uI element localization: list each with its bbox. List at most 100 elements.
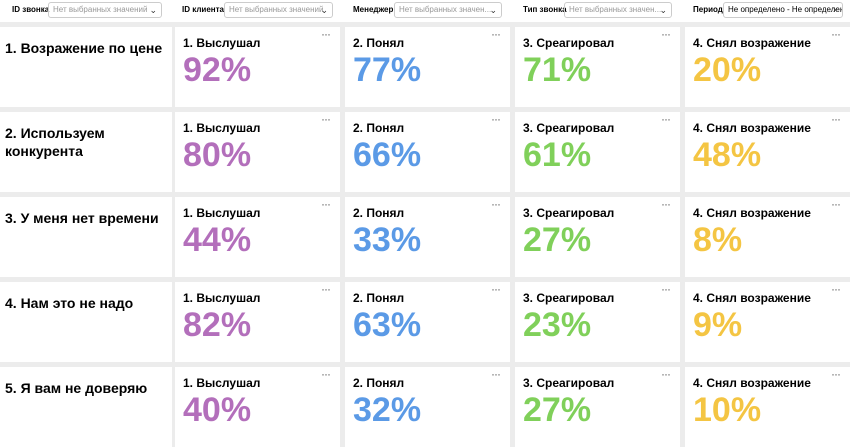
metric-card: 4. Снял возражение 8% ··· xyxy=(685,197,850,277)
filter-select[interactable]: Нет выбранных значений ⌄ xyxy=(224,2,333,18)
card-value: 71% xyxy=(523,51,592,89)
card-value: 33% xyxy=(353,221,422,259)
menu-icon[interactable]: ··· xyxy=(321,27,331,41)
chevron-icon[interactable]: ⌄ xyxy=(489,5,497,15)
chevron-icon[interactable]: ⌄ xyxy=(149,5,157,15)
menu-icon[interactable]: ··· xyxy=(831,112,841,126)
card-title: 3. Среагировал xyxy=(523,291,615,305)
metric-card: 3. Среагировал 71% ··· xyxy=(515,27,680,107)
card-value: 27% xyxy=(523,221,592,259)
filter-value: Не определено - Не определен xyxy=(728,5,843,14)
metric-card: 1. Выслушал 44% ··· xyxy=(175,197,340,277)
card-value: 77% xyxy=(353,51,422,89)
filter-value: Нет выбранных значений xyxy=(229,5,324,14)
card-title: 1. Выслушал xyxy=(183,36,261,50)
card-value: 80% xyxy=(183,136,252,174)
metric-card: 4. Снял возражение 48% ··· xyxy=(685,112,850,192)
clear-icon[interactable]: × xyxy=(832,5,838,15)
metric-card: 3. Среагировал 23% ··· xyxy=(515,282,680,362)
chevron-icon[interactable]: ⌄ xyxy=(659,5,667,15)
metric-card: 4. Снял возражение 9% ··· xyxy=(685,282,850,362)
objection-label: 5. Я вам не доверяю xyxy=(0,367,172,447)
card-title: 1. Выслушал xyxy=(183,206,261,220)
metric-card: 2. Понял 63% ··· xyxy=(345,282,510,362)
menu-icon[interactable]: ··· xyxy=(321,197,331,211)
menu-icon[interactable]: ··· xyxy=(321,112,331,126)
metric-card: 2. Понял 32% ··· xyxy=(345,367,510,447)
objection-label: 4. Нам это не надо xyxy=(0,282,172,362)
menu-icon[interactable]: ··· xyxy=(491,282,501,296)
menu-icon[interactable]: ··· xyxy=(491,112,501,126)
metric-card: 2. Понял 77% ··· xyxy=(345,27,510,107)
card-title: 2. Понял xyxy=(353,36,405,50)
filter-select[interactable]: Нет выбранных значений ⌄ xyxy=(48,2,162,18)
metric-card: 1. Выслушал 40% ··· xyxy=(175,367,340,447)
card-title: 2. Понял xyxy=(353,121,405,135)
menu-icon[interactable]: ··· xyxy=(321,367,331,381)
menu-icon[interactable]: ··· xyxy=(661,367,671,381)
card-title: 3. Среагировал xyxy=(523,36,615,50)
metric-card: 1. Выслушал 92% ··· xyxy=(175,27,340,107)
filter-label: Менеджер xyxy=(353,5,394,14)
card-value: 20% xyxy=(693,51,762,89)
card-value: 9% xyxy=(693,306,743,344)
menu-icon[interactable]: ··· xyxy=(321,282,331,296)
filter-value: Нет выбранных значен... xyxy=(399,5,492,14)
card-title: 4. Снял возражение xyxy=(693,36,811,50)
metric-card: 1. Выслушал 82% ··· xyxy=(175,282,340,362)
filter-label: Период xyxy=(693,5,723,14)
filter-label: Тип звонка xyxy=(523,5,567,14)
card-value: 8% xyxy=(693,221,743,259)
card-value: 61% xyxy=(523,136,592,174)
metric-card: 3. Среагировал 27% ··· xyxy=(515,197,680,277)
menu-icon[interactable]: ··· xyxy=(831,367,841,381)
card-title: 4. Снял возражение xyxy=(693,291,811,305)
card-value: 63% xyxy=(353,306,422,344)
filter-label: ID звонка xyxy=(12,5,50,14)
filter-select[interactable]: Не определено - Не определен × xyxy=(723,2,843,18)
card-value: 66% xyxy=(353,136,422,174)
metric-card: 1. Выслушал 80% ··· xyxy=(175,112,340,192)
card-value: 44% xyxy=(183,221,252,259)
menu-icon[interactable]: ··· xyxy=(661,197,671,211)
card-title: 2. Понял xyxy=(353,206,405,220)
menu-icon[interactable]: ··· xyxy=(491,27,501,41)
objection-label: 3. У меня нет времени xyxy=(0,197,172,277)
menu-icon[interactable]: ··· xyxy=(491,197,501,211)
card-value: 82% xyxy=(183,306,252,344)
menu-icon[interactable]: ··· xyxy=(661,27,671,41)
menu-icon[interactable]: ··· xyxy=(831,282,841,296)
card-title: 3. Среагировал xyxy=(523,376,615,390)
card-title: 2. Понял xyxy=(353,291,405,305)
chevron-icon[interactable]: ⌄ xyxy=(320,5,328,15)
filter-label: ID клиента xyxy=(182,5,224,14)
menu-icon[interactable]: ··· xyxy=(831,197,841,211)
card-value: 92% xyxy=(183,51,252,89)
card-title: 2. Понял xyxy=(353,376,405,390)
metric-card: 3. Среагировал 61% ··· xyxy=(515,112,680,192)
menu-icon[interactable]: ··· xyxy=(491,367,501,381)
card-value: 27% xyxy=(523,391,592,429)
card-title: 4. Снял возражение xyxy=(693,376,811,390)
menu-icon[interactable]: ··· xyxy=(831,27,841,41)
card-title: 4. Снял возражение xyxy=(693,121,811,135)
metric-card: 2. Понял 33% ··· xyxy=(345,197,510,277)
objection-label: 2. Используем конкурента xyxy=(0,112,172,192)
metric-card: 3. Среагировал 27% ··· xyxy=(515,367,680,447)
filter-value: Нет выбранных значений xyxy=(53,5,148,14)
card-value: 40% xyxy=(183,391,252,429)
filter-value: Нет выбранных значен... xyxy=(569,5,662,14)
card-title: 1. Выслушал xyxy=(183,376,261,390)
menu-icon[interactable]: ··· xyxy=(661,112,671,126)
card-value: 23% xyxy=(523,306,592,344)
filter-bar: ID звонка Нет выбранных значений ⌄ ID клиен… xyxy=(0,0,850,22)
card-value: 32% xyxy=(353,391,422,429)
menu-icon[interactable]: ··· xyxy=(661,282,671,296)
filter-select[interactable]: Нет выбранных значен... ⌄ xyxy=(564,2,672,18)
card-title: 1. Выслушал xyxy=(183,121,261,135)
objection-label: 1. Возражение по цене xyxy=(0,27,172,107)
card-title: 1. Выслушал xyxy=(183,291,261,305)
card-value: 10% xyxy=(693,391,762,429)
filter-select[interactable]: Нет выбранных значен... ⌄ xyxy=(394,2,502,18)
